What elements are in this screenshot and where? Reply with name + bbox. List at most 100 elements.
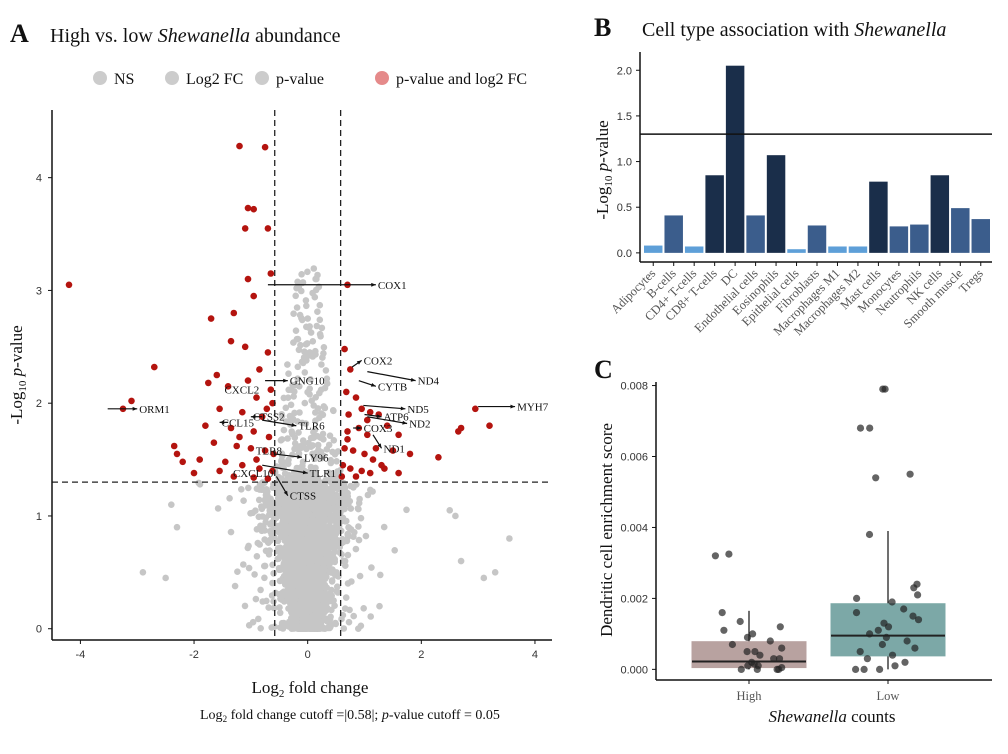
ns-point: [261, 574, 268, 582]
ns-point: [271, 623, 279, 630]
y-tick-label: 0.006: [620, 452, 648, 464]
ns-point: [297, 611, 304, 618]
ns-point: [284, 564, 291, 572]
data-point-low: [882, 633, 891, 642]
ns-point: [240, 497, 247, 505]
ns-point: [355, 523, 362, 530]
ns-point: [313, 604, 321, 611]
ns-point: [312, 495, 320, 502]
ns-point: [341, 605, 349, 612]
bar-y-label: -Log10 p-value: [593, 120, 615, 219]
gene-label: TLR8: [256, 446, 283, 458]
ns-point: [322, 367, 330, 374]
ns-point: [294, 363, 302, 371]
label-arrowhead: [302, 470, 308, 475]
label-arrowhead: [250, 414, 256, 419]
ns-point: [317, 386, 325, 394]
y-tick-label: 1.5: [617, 111, 632, 123]
ns-point: [314, 308, 321, 316]
ns-point: [253, 485, 261, 493]
ns-point: [265, 604, 273, 611]
ns-point: [311, 426, 319, 434]
ns-point: [317, 333, 324, 340]
ns-points: [139, 265, 513, 632]
data-point-low: [863, 655, 872, 663]
volcano-legend: NS Log2 FC p-value p-value and log2 FC: [93, 71, 527, 88]
significant-point: [344, 436, 351, 443]
significant-point: [190, 469, 198, 477]
significant-point: [224, 383, 232, 390]
x-tick-label-low: Low: [877, 689, 900, 703]
label-arrowhead: [400, 406, 406, 411]
ns-point: [258, 505, 266, 513]
data-point-low: [914, 591, 922, 599]
data-point-low: [865, 530, 874, 539]
ns-point: [245, 484, 252, 492]
ns-point: [355, 505, 362, 513]
significant-point: [244, 275, 252, 283]
y-tick-label: 2.0: [617, 65, 632, 77]
ns-point: [446, 507, 454, 514]
ns-point: [333, 458, 340, 465]
ns-point: [231, 582, 239, 590]
ns-point: [282, 521, 289, 528]
ns-point: [318, 361, 325, 368]
ns-point: [307, 443, 315, 451]
legend-label-1: Log2 FC: [186, 71, 243, 88]
ns-point: [259, 513, 266, 520]
y-tick-label: 0.008: [620, 381, 648, 393]
ns-point: [241, 602, 249, 610]
ns-point: [214, 505, 222, 512]
ns-point: [364, 491, 372, 499]
ns-point: [269, 527, 276, 534]
bar-title: Cell type association with Shewanella: [642, 19, 946, 41]
significant-point: [383, 422, 391, 430]
x-tick-label: 4: [532, 649, 538, 661]
significant-point: [227, 337, 235, 345]
ns-point: [274, 489, 282, 496]
significant-point: [352, 473, 360, 480]
ns-point: [284, 586, 292, 594]
ns-point: [327, 485, 334, 493]
label-arrowhead: [283, 378, 288, 383]
ns-point: [139, 569, 147, 576]
panel-letter-a: A: [10, 19, 29, 48]
data-point-high: [778, 644, 786, 652]
bar-endothelial-cells: [746, 215, 765, 253]
data-point-low: [852, 609, 861, 617]
ns-point: [255, 496, 263, 504]
ns-point: [293, 555, 300, 563]
significant-point: [389, 447, 397, 454]
significant-point: [347, 465, 354, 472]
ns-point: [326, 510, 333, 517]
label-arrowhead: [356, 360, 362, 365]
data-point-high: [756, 651, 764, 659]
ns-point: [376, 602, 383, 610]
data-point-low: [884, 623, 893, 631]
significant-point: [347, 366, 354, 373]
gene-label: ORM1: [139, 404, 170, 416]
significant-point: [345, 411, 352, 418]
ns-point: [298, 587, 306, 595]
bar-dc: [725, 65, 745, 253]
data-point-low: [852, 665, 860, 674]
data-point-high: [775, 665, 783, 674]
ns-point: [279, 577, 287, 585]
ns-point: [285, 386, 293, 394]
ns-point: [292, 292, 300, 300]
ns-point: [300, 560, 308, 568]
ns-point: [369, 488, 376, 495]
ns-point: [245, 542, 252, 550]
ns-point: [301, 369, 309, 376]
data-point-low: [872, 474, 880, 482]
ns-point: [284, 435, 291, 442]
ns-point: [355, 625, 362, 632]
ns-point: [319, 513, 327, 521]
significant-point: [366, 469, 374, 477]
gene-label: TLR6: [298, 421, 325, 433]
ns-point: [272, 513, 280, 520]
ns-point: [299, 462, 306, 470]
ns-point: [285, 370, 292, 378]
ns-point: [284, 394, 292, 402]
ns-point: [305, 588, 313, 595]
